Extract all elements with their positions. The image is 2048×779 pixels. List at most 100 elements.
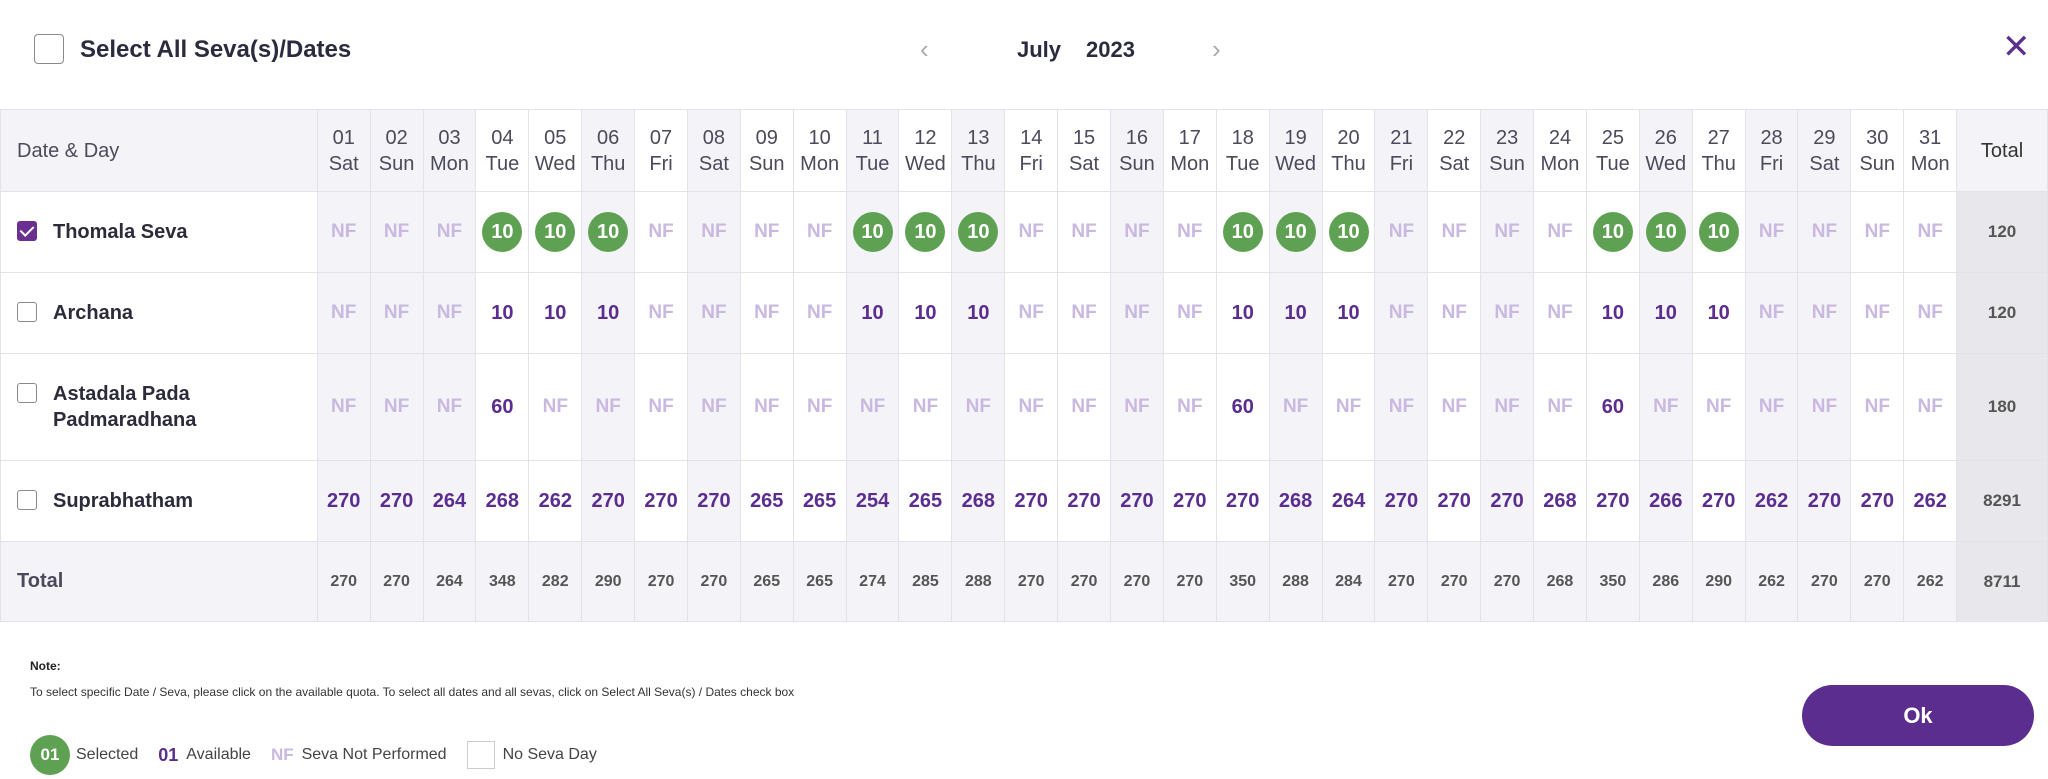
selected-quota[interactable]: 10 — [1275, 212, 1316, 252]
quota-cell[interactable]: 270 — [634, 460, 688, 542]
chevron-left-icon[interactable]: ‹ — [920, 34, 929, 64]
quota-cell[interactable]: 254 — [845, 460, 900, 542]
available-quota[interactable]: 268 — [961, 489, 996, 512]
available-quota[interactable]: 262 — [1913, 489, 1947, 512]
day-header-12[interactable]: 12 Wed — [898, 109, 953, 192]
selected-quota[interactable]: 10 — [482, 212, 523, 252]
available-quota[interactable]: 270 — [1860, 489, 1894, 512]
day-header-08[interactable]: 08 Sat — [686, 109, 741, 192]
quota-cell[interactable]: 270 — [316, 460, 371, 542]
day-header-24[interactable]: 24 Mon — [1533, 109, 1587, 192]
available-quota[interactable]: 265 — [908, 489, 943, 512]
day-header-07[interactable]: 07 Fri — [634, 109, 688, 192]
quota-cell[interactable]: 10 — [475, 191, 530, 273]
selected-quota[interactable]: 10 — [958, 212, 999, 252]
chevron-right-icon[interactable]: › — [1212, 34, 1221, 64]
select-all-checkbox[interactable] — [34, 34, 64, 64]
quota-cell[interactable]: 10 — [1268, 191, 1323, 273]
quota-cell[interactable]: 262 — [528, 460, 583, 542]
quota-cell[interactable]: 265 — [898, 460, 953, 542]
quota-cell[interactable]: 10 — [1321, 272, 1376, 354]
day-header-25[interactable]: 25 Tue — [1585, 109, 1640, 192]
quota-cell[interactable]: 270 — [1585, 460, 1640, 542]
available-quota[interactable]: 10 — [491, 301, 514, 324]
day-header-16[interactable]: 16 Sun — [1109, 109, 1164, 192]
day-header-03[interactable]: 03 Mon — [422, 109, 477, 192]
quota-cell[interactable]: 10 — [1691, 272, 1746, 354]
available-quota[interactable]: 270 — [697, 489, 731, 512]
seva-checkbox[interactable] — [17, 302, 37, 322]
quota-cell[interactable]: 270 — [1797, 460, 1852, 542]
available-quota[interactable]: 264 — [1331, 489, 1366, 512]
seva-name-cell[interactable]: Suprabhatham — [0, 460, 318, 542]
quota-cell[interactable]: 270 — [1480, 460, 1535, 542]
quota-cell[interactable]: 10 — [1638, 272, 1693, 354]
available-quota[interactable]: 268 — [485, 489, 520, 512]
quota-cell[interactable]: 10 — [475, 272, 530, 354]
available-quota[interactable]: 10 — [1601, 301, 1624, 324]
quota-cell[interactable]: 264 — [1321, 460, 1376, 542]
day-header-11[interactable]: 11 Tue — [845, 109, 900, 192]
quota-cell[interactable]: 10 — [1215, 191, 1270, 273]
selected-quota[interactable]: 10 — [588, 212, 629, 252]
quota-cell[interactable]: 266 — [1638, 460, 1693, 542]
day-header-22[interactable]: 22 Sat — [1427, 109, 1482, 192]
quota-cell[interactable]: 262 — [1903, 460, 1958, 542]
available-quota[interactable]: 270 — [1384, 489, 1419, 512]
available-quota[interactable]: 266 — [1649, 489, 1683, 512]
day-header-17[interactable]: 17 Mon — [1162, 109, 1217, 192]
day-header-30[interactable]: 30 Sun — [1850, 109, 1905, 192]
seva-name-cell[interactable]: Astadala Pada Padmaradhana — [0, 353, 318, 461]
available-quota[interactable]: 10 — [914, 301, 937, 324]
quota-cell[interactable]: 270 — [1215, 460, 1270, 542]
available-quota[interactable]: 270 — [1490, 489, 1524, 512]
day-header-06[interactable]: 06 Thu — [581, 109, 636, 192]
quota-cell[interactable]: 10 — [1585, 272, 1640, 354]
quota-cell[interactable]: 10 — [898, 191, 953, 273]
day-header-04[interactable]: 04 Tue — [475, 109, 530, 192]
day-header-09[interactable]: 09 Sun — [739, 109, 794, 192]
quota-cell[interactable]: 10 — [845, 272, 900, 354]
quota-cell[interactable]: 270 — [686, 460, 741, 542]
day-header-26[interactable]: 26 Wed — [1638, 109, 1693, 192]
available-quota[interactable]: 10 — [1337, 301, 1360, 324]
day-header-20[interactable]: 20 Thu — [1321, 109, 1376, 192]
available-quota[interactable]: 10 — [1284, 301, 1307, 324]
quota-cell[interactable]: 60 — [1215, 353, 1270, 461]
available-quota[interactable]: 60 — [1601, 395, 1624, 418]
selected-quota[interactable]: 10 — [1698, 212, 1739, 252]
quota-cell[interactable]: 268 — [1268, 460, 1323, 542]
quota-cell[interactable]: 265 — [739, 460, 794, 542]
available-quota[interactable]: 270 — [1807, 489, 1842, 512]
quota-cell[interactable]: 268 — [1533, 460, 1587, 542]
day-header-10[interactable]: 10 Mon — [792, 109, 847, 192]
available-quota[interactable]: 270 — [644, 489, 678, 512]
quota-cell[interactable]: 262 — [1744, 460, 1799, 542]
available-quota[interactable]: 270 — [591, 489, 625, 512]
quota-cell[interactable]: 268 — [951, 460, 1006, 542]
available-quota[interactable]: 264 — [432, 489, 467, 512]
quota-cell[interactable]: 270 — [1374, 460, 1429, 542]
quota-cell[interactable]: 270 — [369, 460, 424, 542]
quota-cell[interactable]: 270 — [1850, 460, 1905, 542]
available-quota[interactable]: 10 — [967, 301, 990, 324]
day-header-18[interactable]: 18 Tue — [1215, 109, 1270, 192]
day-header-13[interactable]: 13 Thu — [951, 109, 1006, 192]
quota-cell[interactable]: 10 — [1585, 191, 1640, 273]
quota-cell[interactable]: 10 — [1321, 191, 1376, 273]
seva-checkbox[interactable] — [17, 221, 37, 241]
available-quota[interactable]: 268 — [1543, 489, 1577, 512]
quota-cell[interactable]: 10 — [845, 191, 900, 273]
available-quota[interactable]: 10 — [1231, 301, 1254, 324]
day-header-28[interactable]: 28 Fri — [1744, 109, 1799, 192]
select-all-label[interactable]: Select All Seva(s)/Dates — [80, 36, 352, 63]
available-quota[interactable]: 10 — [1654, 301, 1677, 324]
quota-cell[interactable]: 265 — [792, 460, 847, 542]
quota-cell[interactable]: 270 — [1691, 460, 1746, 542]
available-quota[interactable]: 10 — [544, 301, 567, 324]
quota-cell[interactable]: 60 — [1585, 353, 1640, 461]
quota-cell[interactable]: 10 — [1268, 272, 1323, 354]
quota-cell[interactable]: 270 — [581, 460, 636, 542]
available-quota[interactable]: 262 — [538, 489, 572, 512]
selected-quota[interactable]: 10 — [1222, 212, 1263, 252]
